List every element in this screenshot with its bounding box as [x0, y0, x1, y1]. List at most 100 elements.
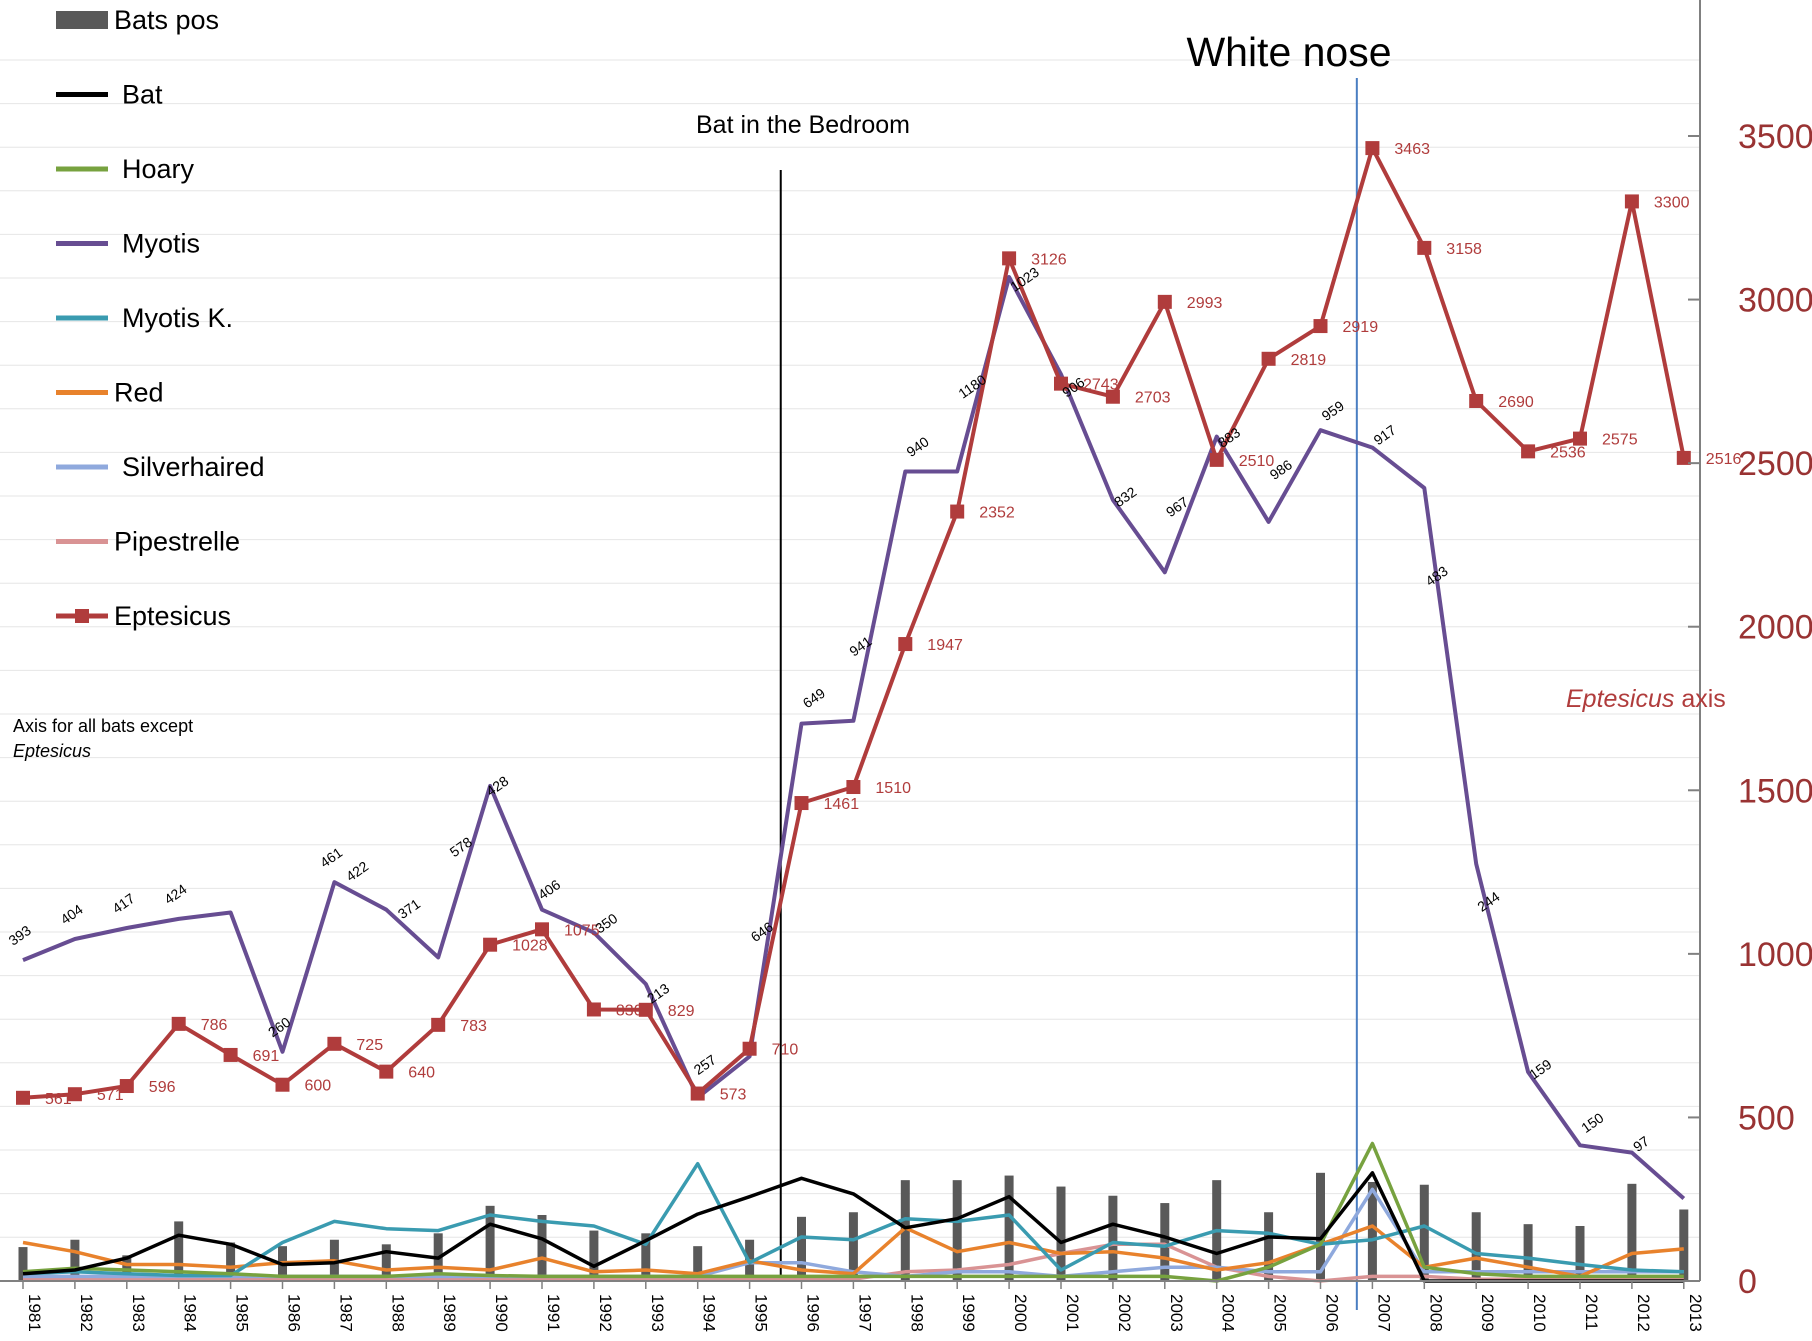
data-label-eptesicus: 3300 — [1654, 194, 1690, 211]
legend-label-bat: Bat — [122, 80, 163, 110]
x-axis-tick-label: 1996 — [804, 1294, 823, 1332]
legend: Bats pos Bat Hoary Myotis Myotis K. Red Silver… — [56, 5, 265, 631]
data-label-eptesicus: 786 — [201, 1017, 228, 1034]
bar-bats-pos — [589, 1230, 599, 1281]
bar-bats-pos — [1471, 1212, 1481, 1281]
bar-bats-pos — [226, 1242, 236, 1281]
bar-bats-pos — [485, 1205, 495, 1281]
left-axis-note: Axis for all bats except — [13, 716, 193, 736]
marker-eptesicus — [16, 1090, 30, 1105]
bar-bats-pos — [952, 1180, 962, 1281]
bedroom-annotation-label: Bat in the Bedroom — [696, 111, 910, 139]
data-label-myotis: 940 — [903, 433, 931, 460]
bar-bats-pos — [1367, 1181, 1377, 1281]
right-axis-label: Eptesicus axis — [1566, 685, 1726, 713]
x-axis-tick-label: 2011 — [1582, 1294, 1601, 1331]
data-label-myotis: 404 — [57, 901, 85, 928]
x-axis-tick-label: 1982 — [77, 1294, 96, 1332]
x-axis-tick-label: 1981 — [25, 1294, 44, 1332]
marker-eptesicus — [1105, 389, 1120, 404]
line-pipestrelle — [23, 1242, 1684, 1283]
marker-eptesicus — [794, 796, 809, 811]
line-red — [22, 1224, 1684, 1279]
x-axis-tick-label: 1990 — [492, 1294, 511, 1332]
x-axis-tick-label: 1997 — [855, 1294, 874, 1332]
marker-eptesicus — [223, 1047, 238, 1062]
right-axis-tick-label: 1000 — [1738, 936, 1812, 974]
bar-bats-pos — [900, 1180, 910, 1281]
x-axis-tick-label: 1985 — [233, 1294, 252, 1332]
x-axis-tick-label: 1992 — [596, 1294, 615, 1332]
legend-label-bats-pos: Bats pos — [114, 5, 219, 35]
marker-eptesicus — [1417, 240, 1432, 255]
marker-eptesicus — [690, 1086, 705, 1101]
data-label-eptesicus: 3126 — [1031, 251, 1067, 268]
marker-eptesicus — [1261, 351, 1276, 366]
right-axis-tick-label: 1500 — [1738, 772, 1812, 810]
bar-bats-pos — [1056, 1186, 1066, 1281]
bar-bats-pos — [1679, 1209, 1689, 1281]
left-axis-note-italic: Eptesicus — [13, 741, 91, 761]
x-axis-tick-label: 1988 — [388, 1294, 407, 1332]
bats-pos-bars — [18, 1172, 1689, 1281]
marker-eptesicus — [1624, 194, 1639, 209]
marker-eptesicus — [431, 1017, 446, 1032]
legend-label-hoary: Hoary — [122, 154, 195, 184]
marker-eptesicus — [1365, 141, 1380, 156]
annotation-lines — [779, 78, 1358, 1310]
x-axis-tick-label: 1991 — [544, 1294, 563, 1332]
data-label-eptesicus: 640 — [408, 1065, 435, 1082]
eptesicus-markers — [16, 141, 1691, 1105]
line-myotis — [22, 275, 1686, 1200]
data-label-eptesicus: 600 — [305, 1078, 332, 1095]
marker-eptesicus — [846, 780, 861, 795]
bar-bats-pos — [174, 1221, 184, 1281]
marker-eptesicus — [119, 1079, 134, 1094]
data-label-myotis: 244 — [1474, 888, 1502, 915]
gridlines — [0, 59, 1700, 1282]
marker-eptesicus — [898, 637, 913, 652]
bar-bats-pos — [693, 1246, 703, 1281]
data-label-myotis: 959 — [1319, 397, 1347, 424]
bar-bats-pos — [1316, 1172, 1325, 1281]
data-label-eptesicus: 2516 — [1706, 451, 1742, 468]
legend-label-silverhaired: Silverhaired — [122, 452, 265, 482]
data-label-eptesicus: 3463 — [1394, 141, 1430, 158]
bar-bats-pos — [641, 1233, 651, 1281]
x-axis-tick-label: 2006 — [1323, 1294, 1342, 1332]
x-axis-tick-label: 1987 — [336, 1294, 355, 1332]
right-axis-tick-label: 500 — [1738, 1099, 1795, 1137]
series-lines — [22, 146, 1686, 1283]
marker-eptesicus — [1469, 393, 1484, 408]
bar-bats-pos — [1160, 1203, 1170, 1281]
x-axis-tick-label: 1984 — [181, 1294, 200, 1332]
right-axis-label-rest: axis — [1674, 685, 1725, 713]
marker-eptesicus — [1054, 376, 1068, 391]
legend-marker-eptesicus — [75, 609, 89, 623]
marker-eptesicus — [950, 504, 965, 519]
marker-eptesicus — [1157, 294, 1172, 309]
data-label-eptesicus: 2536 — [1550, 444, 1586, 461]
marker-eptesicus — [379, 1064, 394, 1079]
data-label-eptesicus: 2819 — [1291, 352, 1327, 369]
bar-bats-pos — [1264, 1212, 1274, 1281]
legend-label-red: Red — [114, 378, 164, 408]
data-label-myotis: 422 — [343, 858, 371, 885]
right-axis-tick-label: 3500 — [1738, 118, 1812, 156]
marker-eptesicus — [171, 1016, 186, 1031]
bar-bats-pos — [1575, 1225, 1585, 1281]
marker-eptesicus — [1209, 452, 1224, 467]
bar-bats-pos — [18, 1247, 28, 1281]
bar-bats-pos — [537, 1214, 547, 1281]
data-label-eptesicus: 2743 — [1083, 377, 1119, 394]
bar-bats-pos — [381, 1244, 391, 1281]
data-label-myotis: 917 — [1371, 422, 1399, 449]
data-label-eptesicus: 829 — [668, 1003, 695, 1020]
bar-bats-pos — [1523, 1224, 1533, 1281]
right-axis-label-italic: Eptesicus — [1566, 685, 1674, 713]
marker-eptesicus — [67, 1087, 82, 1102]
data-label-eptesicus: 725 — [356, 1037, 383, 1054]
x-axis-tick-label: 2005 — [1271, 1294, 1290, 1332]
